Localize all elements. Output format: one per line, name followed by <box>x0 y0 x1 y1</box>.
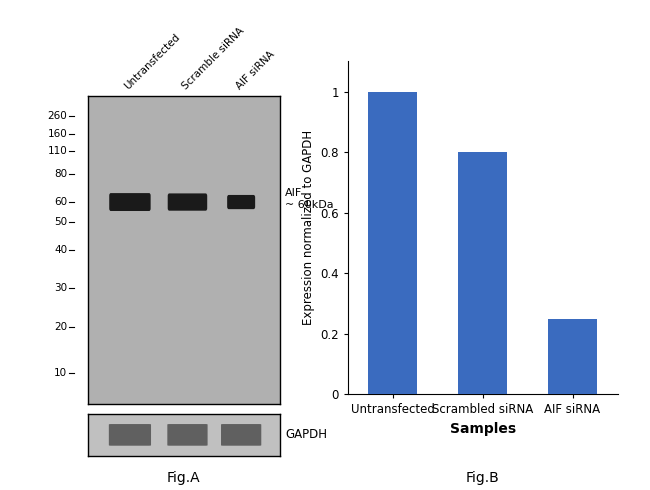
Text: GAPDH: GAPDH <box>285 428 327 441</box>
Text: 30: 30 <box>54 284 68 294</box>
Bar <box>458 152 508 394</box>
FancyBboxPatch shape <box>227 195 255 209</box>
Text: 50: 50 <box>54 217 68 227</box>
Text: AIF
~ 60kDa: AIF ~ 60kDa <box>285 188 334 210</box>
Bar <box>548 318 597 394</box>
Text: 80: 80 <box>54 169 68 179</box>
Text: Scramble siRNA: Scramble siRNA <box>181 25 246 91</box>
Text: 160: 160 <box>47 129 68 139</box>
Text: 110: 110 <box>47 146 68 156</box>
Y-axis label: Expression normalized to GAPDH: Expression normalized to GAPDH <box>302 130 315 325</box>
Text: 40: 40 <box>54 245 68 255</box>
Text: AIF siRNA: AIF siRNA <box>234 49 276 91</box>
Text: 260: 260 <box>47 111 68 121</box>
Text: Fig.B: Fig.B <box>466 471 499 485</box>
Bar <box>368 92 417 394</box>
Text: 60: 60 <box>54 197 68 207</box>
X-axis label: Samples: Samples <box>450 422 515 436</box>
FancyBboxPatch shape <box>167 424 207 446</box>
FancyBboxPatch shape <box>109 193 151 211</box>
Text: 20: 20 <box>54 322 68 332</box>
Text: 10: 10 <box>54 368 68 378</box>
FancyBboxPatch shape <box>221 424 261 446</box>
FancyBboxPatch shape <box>168 194 207 211</box>
Text: Untransfected: Untransfected <box>123 31 183 91</box>
FancyBboxPatch shape <box>109 424 151 446</box>
Text: Fig.A: Fig.A <box>167 471 200 485</box>
